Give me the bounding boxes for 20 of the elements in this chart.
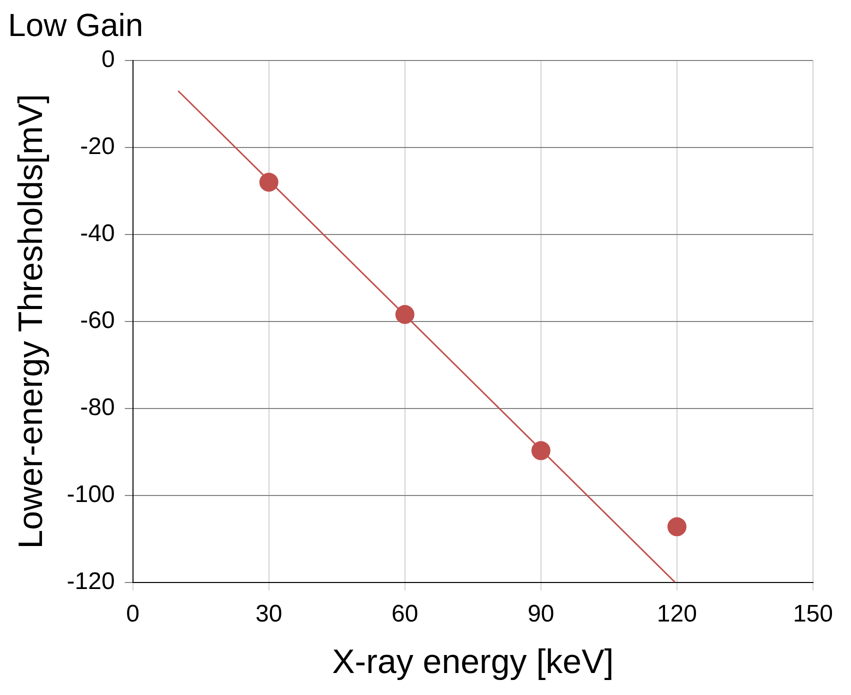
y-tick-label: -60 xyxy=(80,307,115,334)
point xyxy=(259,172,278,192)
point xyxy=(395,304,414,324)
x-axis-title: X-ray energy [keV] xyxy=(332,642,614,681)
x-tick-label: 0 xyxy=(126,600,140,628)
y-tick-label: -100 xyxy=(66,481,115,508)
y-axis-title: Lower-energy Thresholds[mV] xyxy=(12,94,50,549)
y-tick-label: -40 xyxy=(80,220,115,248)
chart-title: Low Gain xyxy=(8,7,144,44)
y-tick-label: 0 xyxy=(101,46,115,74)
x-tick-label: 60 xyxy=(392,600,418,628)
x-tick-label: 90 xyxy=(528,600,554,628)
point xyxy=(531,441,550,460)
x-tick-label: 30 xyxy=(256,600,282,628)
y-tick-label: -20 xyxy=(80,133,115,160)
x-tick-label: 120 xyxy=(656,600,697,628)
y-tick-label: -80 xyxy=(80,394,115,422)
x-tick-label: 150 xyxy=(792,600,833,628)
y-tick-label: -120 xyxy=(66,568,115,596)
point xyxy=(667,517,686,536)
